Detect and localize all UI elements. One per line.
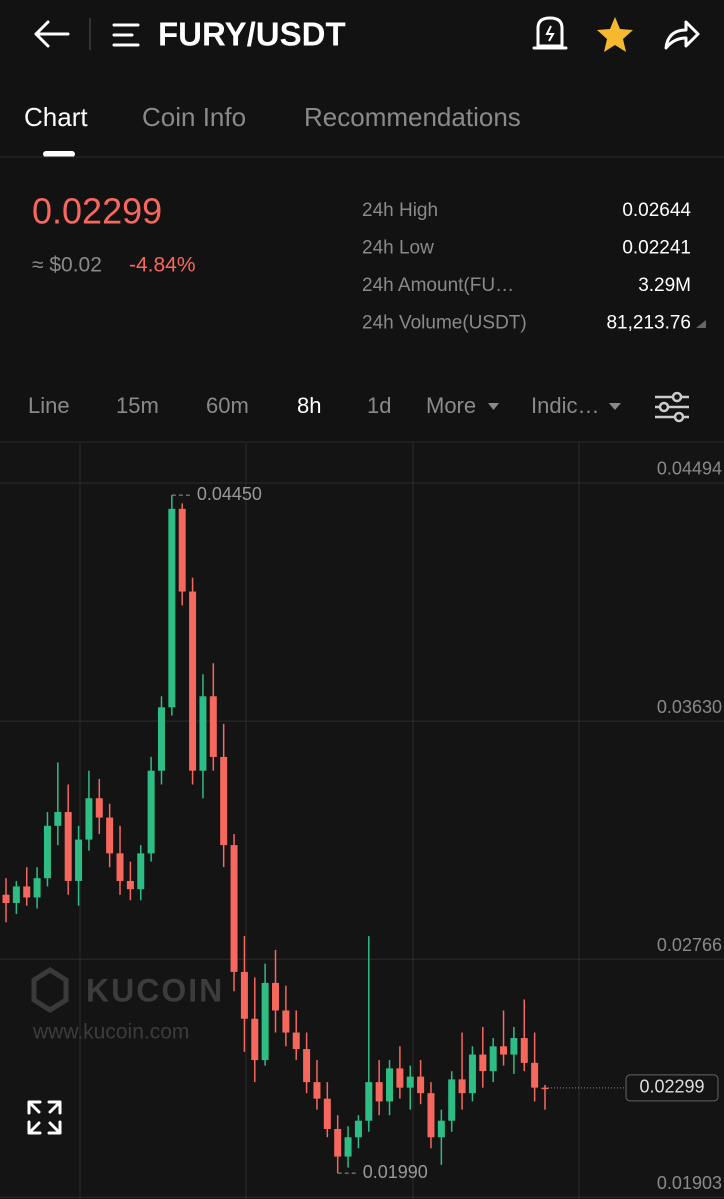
candle-body: [64, 812, 72, 881]
last-price-box: [625, 1074, 719, 1102]
time-grid: [79, 443, 580, 1199]
candle-body: [489, 1046, 497, 1072]
candle-body: [54, 812, 62, 826]
max-label: 0.04450: [197, 484, 262, 504]
timeframe-option[interactable]: 60m: [206, 393, 249, 418]
timeframe-option[interactable]: Line: [28, 393, 70, 418]
stat-value: 3.29M: [638, 275, 691, 296]
candle-body: [520, 1038, 528, 1063]
candle-body: [168, 508, 176, 708]
back-button[interactable]: [34, 20, 70, 48]
tab[interactable]: Recommendations: [304, 102, 521, 132]
candle-body: [126, 880, 134, 890]
candle-body: [261, 982, 269, 1061]
candle-body: [448, 1079, 456, 1121]
candle-body: [147, 770, 155, 854]
candle-body: [251, 1018, 259, 1061]
candle-body: [354, 1120, 362, 1138]
sort-icon: [696, 320, 706, 328]
alert-button[interactable]: [532, 16, 568, 50]
candle-body: [137, 853, 145, 890]
candle-body: [240, 971, 248, 1019]
candle-body: [220, 756, 228, 846]
y-tick-label: 0.02766: [657, 935, 722, 955]
min-label: 0.01990: [363, 1162, 428, 1182]
watermark-logo: [31, 967, 69, 1013]
candle-body: [33, 878, 41, 898]
candle-body: [458, 1079, 466, 1094]
tab-indicator: [43, 151, 75, 157]
stat-label: 24h Low: [362, 238, 434, 259]
settings-button[interactable]: [655, 391, 689, 423]
timeframe-option[interactable]: Indic…: [531, 393, 599, 418]
candle-body: [417, 1076, 425, 1094]
stat-value: 81,213.76: [606, 313, 691, 334]
chart-area: [0, 443, 724, 1199]
candle-body: [116, 853, 124, 881]
share-button[interactable]: [664, 20, 700, 50]
candle-body: [500, 1046, 508, 1055]
candle-body: [75, 839, 83, 881]
candle-body: [313, 1082, 321, 1099]
price-change: -4.84%: [129, 254, 196, 277]
candle-body: [375, 1082, 383, 1102]
timeframe-option[interactable]: 1d: [367, 393, 391, 418]
pair-title: FURY/USDT: [158, 16, 346, 53]
candle-body: [230, 845, 238, 972]
candle-body: [43, 825, 51, 879]
candle-body: [199, 696, 207, 771]
candle-body: [396, 1068, 404, 1088]
candle-body: [510, 1038, 518, 1055]
candle-body: [479, 1054, 487, 1072]
watermark-brand: KUCOIN: [86, 972, 224, 1008]
candle-body: [437, 1120, 445, 1138]
menu-button[interactable]: [112, 23, 140, 47]
candle-body: [282, 1010, 290, 1033]
tab[interactable]: Coin Info: [142, 102, 246, 132]
fiat-price: ≈ $0.02: [32, 254, 102, 277]
candle-body: [106, 817, 114, 854]
tab[interactable]: Chart: [24, 102, 88, 132]
candle-body: [303, 1049, 311, 1083]
candle-body: [427, 1093, 435, 1138]
candle-body: [12, 886, 20, 903]
dropdown-arrow: [488, 403, 499, 410]
candle-body: [95, 798, 103, 818]
candle-body: [85, 798, 93, 840]
favorite-button[interactable]: [597, 17, 633, 52]
candle-body: [468, 1054, 476, 1094]
candle-body: [23, 886, 31, 898]
candle-body: [334, 1128, 342, 1157]
fullscreen-button[interactable]: [27, 1100, 62, 1135]
candle-body: [406, 1076, 414, 1088]
candle-body: [178, 508, 186, 592]
candle-body: [157, 707, 165, 771]
candle-body: [365, 1082, 373, 1121]
stat-value: 0.02644: [622, 200, 691, 221]
candle-body: [531, 1062, 539, 1088]
candle-body: [209, 696, 217, 757]
candle-body: [323, 1098, 331, 1129]
timeframe-option[interactable]: 15m: [116, 393, 159, 418]
stat-value: 0.02241: [622, 238, 691, 259]
y-tick-label: 0.04494: [657, 459, 722, 479]
candle-body: [344, 1137, 352, 1157]
last-price: 0.02299: [32, 191, 162, 232]
y-tick-label: 0.01903: [657, 1173, 722, 1193]
stat-label: 24h Amount(FU…: [362, 275, 514, 296]
stat-label: 24h High: [362, 200, 438, 221]
candle-body: [2, 894, 10, 903]
timeframe-option[interactable]: 8h: [297, 393, 321, 418]
candle-body: [292, 1032, 300, 1050]
timeframe-option[interactable]: More: [426, 393, 476, 418]
y-tick-label: 0.03630: [657, 697, 722, 717]
dropdown-arrow: [609, 403, 621, 410]
watermark-url: www.kucoin.com: [32, 1021, 189, 1044]
candle-body: [386, 1068, 394, 1102]
last-price-label: 0.02299: [639, 1077, 704, 1097]
candle-body: [189, 591, 197, 771]
stat-label: 24h Volume(USDT): [362, 313, 527, 334]
candle-body: [272, 982, 279, 1011]
